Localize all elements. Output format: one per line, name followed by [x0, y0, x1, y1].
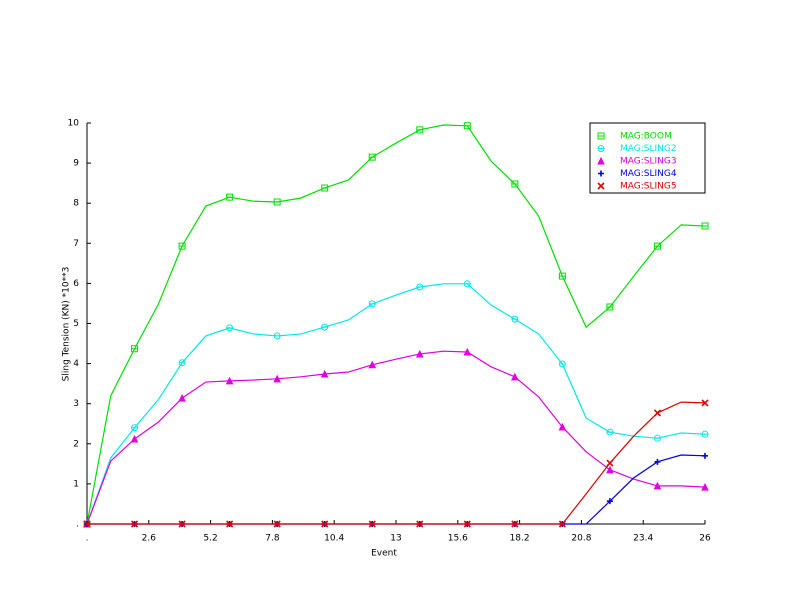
- marker: [654, 458, 661, 465]
- x-tick-label: .: [86, 534, 89, 544]
- marker: [83, 520, 91, 528]
- marker: [463, 347, 472, 356]
- marker: [416, 520, 424, 528]
- legend-marker: [597, 132, 605, 140]
- marker: [368, 300, 376, 308]
- legend-label: MAG:SLING5: [620, 182, 677, 192]
- legend-marker: [597, 182, 605, 190]
- marker: [130, 434, 139, 443]
- x-tick-label: 2.6: [142, 534, 157, 544]
- marker: [511, 180, 519, 188]
- series-line: [87, 401, 706, 525]
- series-line: [86, 124, 706, 525]
- marker: [702, 452, 708, 459]
- marker: [606, 498, 613, 505]
- legend-label: MAG:SLING3: [620, 157, 677, 167]
- marker: [511, 372, 519, 381]
- y-tick-label: 9: [73, 159, 79, 169]
- y-tick-label: 7: [73, 239, 79, 249]
- y-tick-label: 4: [73, 359, 79, 369]
- marker: [558, 272, 566, 280]
- y-tick-label: 10: [68, 119, 80, 129]
- y-tick-label: 2: [73, 439, 79, 449]
- marker: [226, 193, 234, 201]
- series-line: [86, 283, 706, 525]
- x-axis-label: Event: [371, 549, 397, 559]
- marker: [558, 520, 566, 528]
- x-tick-label: 20.8: [571, 534, 591, 544]
- marker: [463, 122, 471, 130]
- x-tick-label: 15.6: [448, 534, 468, 544]
- marker: [226, 520, 234, 528]
- legend-label: MAG:SLING2: [620, 144, 677, 154]
- x-tick-label: 7.8: [265, 534, 280, 544]
- x-tick-label: 10.4: [324, 534, 344, 544]
- marker: [511, 315, 519, 323]
- marker: [463, 280, 471, 288]
- marker: [178, 359, 186, 367]
- y-tick-label: 1: [73, 479, 79, 489]
- marker: [606, 428, 614, 436]
- legend-label: MAG:BOOM: [620, 132, 672, 142]
- marker: [701, 399, 709, 407]
- marker: [131, 345, 139, 353]
- marker: [321, 323, 329, 331]
- marker: [368, 153, 376, 161]
- marker: [511, 520, 519, 528]
- marker: [178, 393, 186, 402]
- marker: [130, 520, 139, 528]
- marker: [606, 459, 614, 467]
- y-tick-label: 6: [73, 279, 79, 289]
- marker: [273, 198, 281, 206]
- marker: [368, 360, 377, 369]
- y-tick-label: .: [76, 520, 79, 530]
- y-tick-label: 5: [73, 319, 79, 329]
- x-tick-label: 26: [699, 534, 711, 544]
- marker: [178, 242, 186, 250]
- legend-marker: [597, 145, 605, 152]
- marker: [368, 520, 376, 528]
- x-tick-label: 23.4: [633, 534, 653, 544]
- marker: [558, 422, 567, 431]
- marker: [701, 222, 709, 230]
- marker: [131, 424, 139, 432]
- marker: [321, 520, 329, 528]
- y-tick-label: 8: [73, 199, 79, 209]
- marker: [320, 369, 329, 378]
- y-tick-label: 3: [73, 399, 79, 409]
- marker: [653, 481, 662, 490]
- marker: [273, 520, 281, 528]
- legend-label: MAG:SLING4: [620, 169, 677, 179]
- marker: [701, 482, 709, 491]
- marker: [463, 520, 471, 528]
- x-tick-label: 18.2: [510, 534, 530, 544]
- marker: [416, 126, 424, 134]
- series-line: [86, 350, 706, 525]
- x-tick-label: 5.2: [203, 534, 217, 544]
- marker: [653, 434, 661, 442]
- x-tick-label: 13: [390, 534, 401, 544]
- marker: [273, 374, 281, 383]
- marker: [225, 376, 234, 385]
- marker: [178, 520, 186, 528]
- marker: [415, 349, 424, 358]
- marker: [558, 360, 566, 368]
- marker: [416, 283, 424, 291]
- marker: [606, 303, 614, 311]
- marker: [701, 430, 709, 438]
- legend-marker: [598, 170, 604, 177]
- marker: [653, 409, 662, 417]
- marker: [273, 332, 281, 340]
- marker: [653, 242, 661, 250]
- y-axis-label: Sling Tension (KN) *10**3: [62, 267, 72, 382]
- marker: [606, 465, 614, 474]
- marker: [321, 184, 329, 192]
- legend-marker: [597, 156, 605, 165]
- legend-box: [589, 122, 706, 194]
- marker: [226, 324, 234, 332]
